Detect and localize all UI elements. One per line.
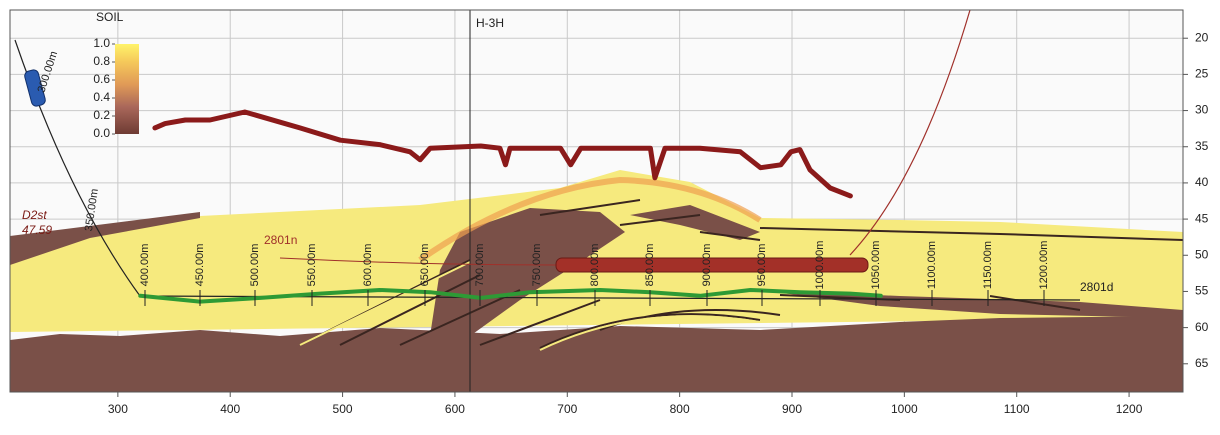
y-tick-label: 30 [1195,103,1209,117]
colorbar-tick-label: 0.6 [93,72,110,86]
measure-label: 450.00m [194,244,206,287]
x-tick-label: 400 [220,402,240,416]
y-tick-label: 40 [1195,175,1209,189]
colorbar-tick-label: 0.2 [93,108,110,122]
north-label: 2801n [264,233,297,247]
x-tick-label: 900 [782,402,802,416]
measure-label: 600.00m [362,244,374,287]
measure-label: 500.00m [249,244,261,287]
formation-depth: 47.59 [22,223,52,237]
x-tick-label: 1000 [891,402,918,416]
measure-label: 950.00m [756,244,768,287]
well-name: H-3H [476,16,504,30]
y-tick-label: 60 [1195,320,1209,334]
colorbar-title: SOIL [96,10,124,24]
y-tick-label: 45 [1195,211,1209,225]
y-tick-label: 50 [1195,247,1209,261]
colorbar-tick-label: 0.4 [93,90,110,104]
measure-label: 750.00m [531,244,543,287]
x-tick-label: 500 [333,402,353,416]
chart: SOIL H-3H D2st 47.59 2801n 2801d 300 400 5… [0,0,1220,430]
y-tick-label: 20 [1195,30,1209,44]
well-label: 2801d [1080,280,1113,294]
measure-label: 550.00m [306,244,318,287]
y-tick-label: 65 [1195,356,1209,370]
colorbar-tick-label: 0.8 [93,54,110,68]
colorbar-tick-label: 0.0 [93,126,110,140]
measure-label: 900.00m [701,244,713,287]
measure-label: 850.00m [644,244,656,287]
measure-label: 1050.00m [870,241,882,290]
y-tick-label: 55 [1195,284,1209,298]
x-tick-label: 300 [108,402,128,416]
y-tick-label: 35 [1195,139,1209,153]
x-tick-label: 700 [557,402,577,416]
measure-label: 700.00m [474,244,486,287]
measure-label: 1150.00m [982,241,994,289]
measure-label: 400.00m [139,244,151,287]
y-tick-label: 25 [1195,67,1209,81]
measure-label: 800.00m [589,244,601,287]
measure-label: 650.00m [419,244,431,287]
measure-label: 1200.00m [1038,241,1050,290]
x-tick-label: 1100 [1004,402,1030,416]
measure-label: 1100.00m [926,241,938,289]
colorbar [115,44,139,134]
formation-label: D2st [22,208,47,222]
x-tick-label: 800 [670,402,690,416]
x-tick-label: 600 [445,402,465,416]
colorbar-tick-label: 1.0 [93,36,110,50]
measure-label: 1000.00m [814,241,826,290]
x-tick-label: 1200 [1116,402,1143,416]
